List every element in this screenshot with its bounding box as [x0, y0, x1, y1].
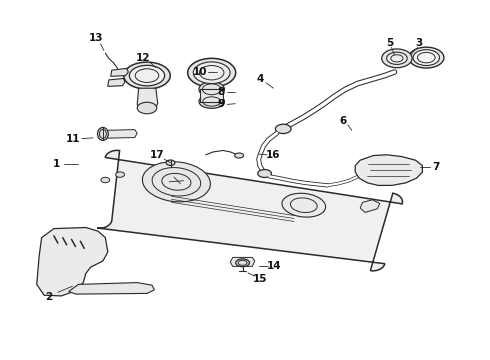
Ellipse shape [129, 65, 165, 86]
Ellipse shape [387, 52, 407, 64]
Ellipse shape [143, 162, 210, 202]
Text: 2: 2 [46, 292, 52, 302]
Text: 9: 9 [218, 99, 225, 109]
Text: 6: 6 [340, 116, 346, 126]
Ellipse shape [382, 49, 412, 68]
Ellipse shape [409, 47, 444, 68]
Ellipse shape [275, 124, 291, 134]
Text: 17: 17 [149, 150, 164, 160]
Polygon shape [137, 88, 158, 111]
Ellipse shape [199, 95, 224, 108]
Polygon shape [69, 283, 154, 294]
Polygon shape [102, 130, 137, 138]
Text: 3: 3 [416, 38, 422, 48]
Ellipse shape [137, 102, 157, 114]
Ellipse shape [188, 58, 236, 87]
Ellipse shape [116, 172, 124, 177]
Polygon shape [111, 68, 128, 76]
Text: 11: 11 [66, 134, 81, 144]
Text: 14: 14 [267, 261, 282, 271]
Ellipse shape [282, 193, 326, 217]
Ellipse shape [236, 259, 249, 267]
Polygon shape [360, 200, 380, 212]
Text: 13: 13 [89, 33, 103, 43]
Ellipse shape [258, 170, 271, 177]
Ellipse shape [123, 62, 171, 89]
Polygon shape [108, 78, 125, 86]
Polygon shape [37, 228, 108, 296]
Ellipse shape [199, 82, 224, 97]
Text: 1: 1 [53, 159, 60, 169]
Ellipse shape [101, 177, 110, 183]
Text: 15: 15 [252, 274, 267, 284]
Polygon shape [355, 155, 422, 185]
Text: 12: 12 [136, 53, 150, 63]
Ellipse shape [98, 127, 108, 140]
Text: 7: 7 [432, 162, 440, 172]
Ellipse shape [166, 160, 175, 165]
Text: 8: 8 [218, 87, 225, 97]
Polygon shape [200, 89, 223, 102]
Text: 5: 5 [386, 38, 393, 48]
Text: 4: 4 [256, 74, 264, 84]
Ellipse shape [193, 62, 230, 84]
Polygon shape [230, 257, 255, 266]
Text: 16: 16 [266, 150, 281, 160]
Text: 10: 10 [193, 67, 207, 77]
Polygon shape [97, 150, 402, 271]
Ellipse shape [235, 153, 244, 158]
Ellipse shape [413, 50, 440, 66]
